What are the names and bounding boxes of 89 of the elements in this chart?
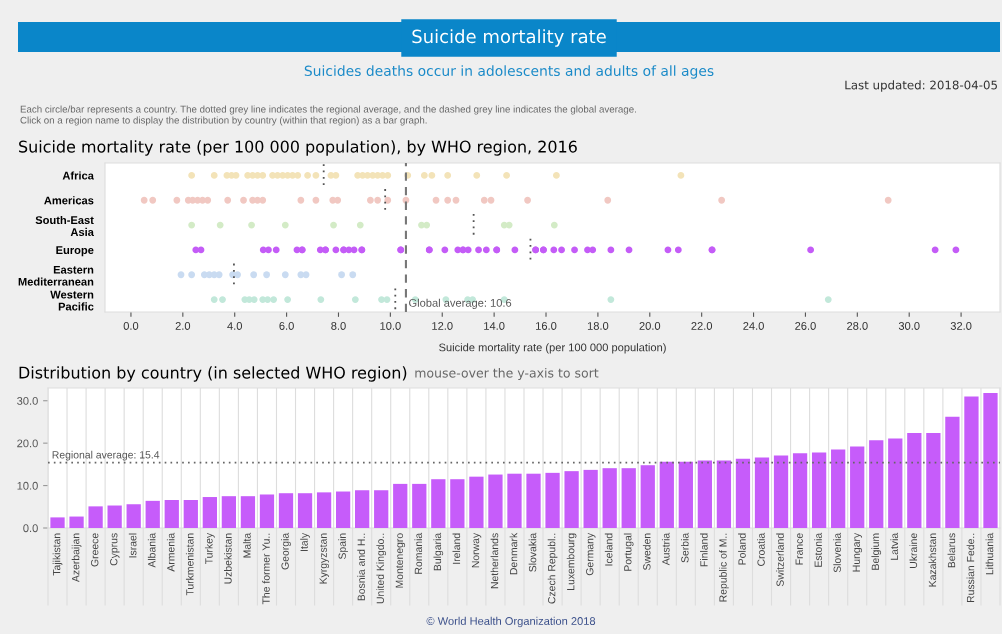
x-tick-label: Denmark: [509, 532, 518, 575]
x-tick-label: Serbia: [680, 532, 689, 563]
x-tick-label: Russian Fede..: [966, 533, 975, 603]
x-tick-label: Georgia: [281, 532, 291, 570]
x-tick-label: 20.0: [639, 322, 661, 330]
x-tick-label: Kyrgyzstan: [319, 533, 329, 584]
x-tick-label: 24.0: [743, 322, 764, 330]
x-tick-label: Montenegro: [395, 533, 406, 588]
y-tick-label: Western Pacific: [50, 290, 94, 311]
x-tick-label: Latvia: [890, 532, 899, 560]
y-tick-label: 20.0: [17, 439, 38, 448]
y-tick-label: 30.0: [17, 396, 38, 405]
text: Suicide mortality rate: [412, 29, 606, 47]
x-tick-label: Kazakhstan: [928, 533, 937, 587]
y-tick-label: South-East Asia: [35, 215, 94, 237]
y-tick-label: Americas: [44, 196, 94, 205]
x-tick-label: 8.0: [331, 322, 346, 330]
x-tick-label: Belgium: [871, 533, 882, 570]
text: Last updated: 2018-04-05: [845, 80, 997, 92]
y-tick-label: Africa: [62, 171, 94, 180]
text: Click on a region name to display the distribution by country (within that region) as a bar graph.: [20, 116, 427, 126]
x-tick-label: 28.0: [847, 322, 868, 330]
x-tick-label: 14.0: [484, 322, 505, 330]
x-tick-label: 26.0: [795, 322, 816, 330]
x-tick-label: 30.0: [898, 322, 920, 330]
x-tick-label: Czech Republ..: [547, 533, 558, 604]
x-tick-label: Poland: [738, 533, 746, 565]
x-tick-label: Portugal: [623, 533, 634, 571]
x-tick-label: Ireland: [452, 533, 461, 564]
x-tick-label: Iceland: [604, 533, 613, 566]
x-tick-label: 22.0: [691, 322, 713, 330]
y-tick-label: Eastern Mediterranean: [18, 265, 94, 286]
x-tick-label: Belarus: [947, 533, 956, 568]
x-tick-label: Spain: [338, 533, 348, 560]
x-tick-label: Hungary: [852, 532, 863, 572]
x-tick-label: Switzerland: [776, 533, 784, 587]
chart-subtitle: mouse-over the y-axis to sort: [415, 367, 599, 381]
x-tick-label: Tajikistan: [52, 533, 63, 576]
x-tick-label: Norway: [471, 532, 482, 568]
x-tick-label: Luxembourg: [566, 533, 577, 590]
x-tick-label: Romania: [414, 532, 423, 574]
x-tick-label: 4.0: [227, 322, 242, 330]
x-tick-label: 0.0: [123, 322, 139, 330]
x-tick-label: Estonia: [814, 532, 822, 567]
x-tick-label: Italy: [300, 532, 310, 551]
x-tick-label: Azerbaijan: [71, 533, 82, 583]
x-tick-label: 18.0: [587, 322, 609, 330]
y-tick-label: 0.0: [23, 524, 38, 533]
x-tick-label: Slovakia: [528, 532, 537, 572]
x-tick-label: The former Yu..: [262, 533, 270, 605]
chart-title: Suicide mortality rate (per 100 000 population), by WHO region, 2016: [19, 140, 577, 156]
x-tick-label: 16.0: [536, 322, 557, 330]
text: Suicides deaths occur in adolescents and adults of all ages: [304, 65, 714, 79]
x-tick-label: Armenia: [166, 532, 175, 572]
x-tick-label: Uzbekistan: [224, 533, 232, 584]
x-tick-label: Republic of M..: [719, 533, 729, 602]
x-tick-label: 12.0: [432, 322, 453, 330]
text: Each circle/bar represents a country. The dotted grey line indicates the regional average, and the dashed grey line indicates the global average.: [20, 105, 636, 115]
x-tick-label: France: [795, 533, 803, 565]
x-tick-label: Slovenia: [833, 532, 841, 573]
x-tick-label: 2.0: [175, 322, 191, 330]
x-tick-label: United Kingdo..: [376, 533, 387, 604]
x-tick-label: Israel: [128, 533, 137, 558]
y-tick-label: Europe: [56, 246, 94, 257]
x-tick-label: Turkmenistan: [185, 533, 194, 596]
x-tick-label: Croatia: [757, 532, 765, 566]
x-tick-label: 32.0: [950, 322, 972, 330]
x-tick-label: Albania: [147, 532, 156, 568]
text: © World Health Organization 2018: [426, 616, 596, 628]
x-tick-label: Bulgaria: [433, 532, 444, 571]
x-tick-label: Sweden: [642, 533, 651, 571]
x-tick-label: Cyprus: [110, 533, 120, 566]
x-tick-label: Austria: [661, 532, 670, 566]
x-tick-label: Finland: [700, 533, 708, 567]
x-tick-label: 10.0: [380, 322, 401, 330]
x-axis-title: Suicide mortality rate (per 100 000 population): [439, 343, 666, 354]
y-tick-label: 10.0: [17, 481, 38, 490]
ref-line-label: Global average: 10.6: [409, 298, 512, 310]
x-tick-label: Germany: [586, 532, 596, 576]
x-tick-label: Malta: [243, 532, 251, 558]
ref-line-label: Regional average: 15.4: [52, 450, 160, 461]
x-tick-label: Bosnia and H..: [357, 533, 365, 601]
chart-title: Distribution by country (in selected WHO region): [19, 366, 407, 382]
x-tick-label: Netherlands: [490, 533, 499, 589]
x-tick-label: 6.0: [279, 322, 294, 330]
x-tick-label: Lithuania: [985, 532, 994, 575]
x-tick-label: Ukraine: [909, 533, 918, 568]
x-tick-label: Greece: [91, 533, 99, 567]
x-tick-label: Turkey: [204, 532, 215, 565]
